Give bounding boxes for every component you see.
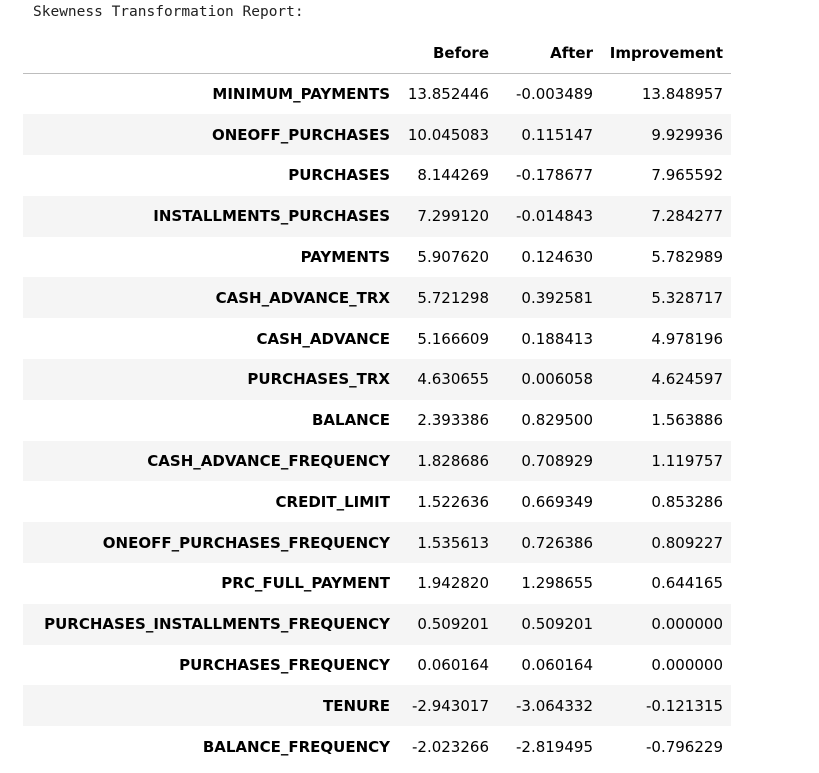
cell-before: 2.393386 [417,411,489,430]
cell-improvement: -0.796229 [646,737,723,756]
table-body: MINIMUM_PAYMENTS 13.852446 -0.003489 13.848… [23,74,731,768]
row-label: PURCHASES [288,166,390,185]
row-label: ONEOFF_PURCHASES [211,125,390,144]
cell-improvement: 0.000000 [651,615,723,634]
cell-before: 1.942820 [417,574,489,593]
row-label: PURCHASES_FREQUENCY [179,656,390,675]
cell-before: 1.828686 [417,452,489,471]
cell-before: 8.144269 [417,166,489,185]
row-label: CREDIT_LIMIT [275,492,390,511]
table-row: PURCHASES_FREQUENCY 0.060164 0.060164 0.000… [23,645,731,686]
cell-improvement: 4.624597 [651,370,723,389]
header-after: After [497,33,601,74]
cell-after: 0.509201 [521,615,593,634]
cell-before: -2.943017 [412,696,489,715]
cell-improvement: 0.644165 [651,574,723,593]
row-label: CASH_ADVANCE [256,329,390,348]
cell-after: -0.014843 [516,207,593,226]
cell-improvement: 1.119757 [651,452,723,471]
cell-before: 1.522636 [417,492,489,511]
row-label: MINIMUM_PAYMENTS [212,85,390,104]
row-label: PAYMENTS [300,248,390,267]
table-row: MINIMUM_PAYMENTS 13.852446 -0.003489 13.848… [23,74,731,115]
cell-improvement: 0.853286 [651,492,723,511]
cell-after: 0.060164 [521,656,593,675]
row-label: PURCHASES_INSTALLMENTS_FREQUENCY [44,615,390,634]
cell-before: 1.535613 [417,533,489,552]
cell-improvement: 4.978196 [651,329,723,348]
cell-improvement: 7.284277 [651,207,723,226]
header-before: Before [399,33,497,74]
cell-after: 0.006058 [521,370,593,389]
row-label: PURCHASES_TRX [247,370,390,389]
table-row: CASH_ADVANCE 5.166609 0.188413 4.978196 [23,318,731,359]
row-label: CASH_ADVANCE_FREQUENCY [147,452,390,471]
cell-after: 0.124630 [521,248,593,267]
cell-after: -0.178677 [516,166,593,185]
cell-improvement: 0.000000 [651,656,723,675]
cell-before: 7.299120 [417,207,489,226]
table-row: CASH_ADVANCE_TRX 5.721298 0.392581 5.328717 [23,277,731,319]
table-row: CASH_ADVANCE_FREQUENCY 1.828686 0.708929 1.… [23,440,731,482]
cell-before: 4.630655 [417,370,489,389]
table-row: PRC_FULL_PAYMENT 1.942820 1.298655 0.644165 [23,563,731,604]
cell-improvement: -0.121315 [646,696,723,715]
table-row: INSTALLMENTS_PURCHASES 7.299120 -0.014843 7… [23,195,731,237]
table-row: ONEOFF_PURCHASES 10.045083 0.115147 9.92993… [23,114,731,156]
table-row: PURCHASES 8.144269 -0.178677 7.965592 [23,155,731,196]
cell-improvement: 5.328717 [651,288,723,307]
row-label: PRC_FULL_PAYMENT [221,574,390,593]
cell-after: -2.819495 [516,737,593,756]
table-row: PURCHASES_TRX 4.630655 0.006058 4.624597 [23,359,731,400]
cell-after: 0.115147 [521,125,593,144]
table-row: TENURE -2.943017 -3.064332 -0.121315 [23,685,731,727]
table-row: CREDIT_LIMIT 1.522636 0.669349 0.853286 [23,481,731,522]
cell-before: 5.166609 [417,329,489,348]
cell-after: 0.669349 [521,492,593,511]
cell-before: 0.509201 [417,615,489,634]
row-label: CASH_ADVANCE_TRX [215,288,390,307]
table-row: ONEOFF_PURCHASES_FREQUENCY 1.535613 0.7263… [23,522,731,564]
table-row: BALANCE 2.393386 0.829500 1.563886 [23,400,731,441]
cell-before: 10.045083 [407,125,489,144]
cell-improvement: 1.563886 [651,411,723,430]
output-title: Skewness Transformation Report: [33,4,304,20]
skewness-dataframe-table: Before After Improvement MINIMUM_PAYMENT… [23,33,731,767]
cell-improvement: 0.809227 [651,533,723,552]
header-improvement: Improvement [601,33,731,74]
cell-after: 1.298655 [521,574,593,593]
cell-after: -3.064332 [516,696,593,715]
cell-after: 0.726386 [521,533,593,552]
row-label: BALANCE_FREQUENCY [202,737,390,756]
row-label: INSTALLMENTS_PURCHASES [153,207,390,226]
row-label: TENURE [322,696,390,715]
cell-before: 5.721298 [417,288,489,307]
row-label: ONEOFF_PURCHASES_FREQUENCY [102,533,390,552]
cell-improvement: 7.965592 [651,166,723,185]
cell-after: 0.829500 [521,411,593,430]
cell-before: 13.852446 [407,85,489,104]
cell-before: 5.907620 [417,248,489,267]
header-row: Before After Improvement [23,33,731,74]
table-row: BALANCE_FREQUENCY -2.023266 -2.819495 -0.79… [23,726,731,767]
row-label: BALANCE [311,411,390,430]
cell-improvement: 13.848957 [641,85,723,104]
cell-before: -2.023266 [412,737,489,756]
cell-improvement: 9.929936 [651,125,723,144]
cell-before: 0.060164 [417,656,489,675]
cell-after: -0.003489 [516,85,593,104]
header-index-cell [23,33,399,74]
table-row: PAYMENTS 5.907620 0.124630 5.782989 [23,237,731,278]
cell-after: 0.708929 [521,452,593,471]
cell-after: 0.188413 [521,329,593,348]
table-row: PURCHASES_INSTALLMENTS_FREQUENCY 0.509201… [23,603,731,645]
table-header: Before After Improvement [23,33,731,74]
cell-improvement: 5.782989 [651,248,723,267]
cell-after: 0.392581 [521,288,593,307]
